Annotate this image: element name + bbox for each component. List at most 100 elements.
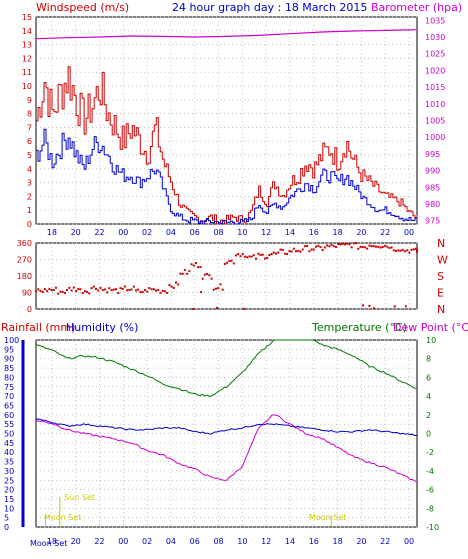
direction-point — [243, 307, 245, 310]
direction-point — [310, 248, 313, 251]
wind-y-tick: 9 — [27, 96, 32, 105]
direction-point — [199, 266, 202, 268]
direction-point — [195, 262, 197, 265]
direction-point — [379, 246, 382, 249]
sun-set-annotation: Sun Set — [64, 493, 95, 502]
humidity-y-tick: 70 — [4, 392, 14, 401]
temperature-trace — [35, 339, 418, 398]
direction-point — [130, 288, 133, 291]
direction-point — [235, 254, 237, 257]
temperature-x-tick: 14 — [285, 537, 295, 546]
wind-x-tick: 00 — [404, 228, 414, 237]
wind-y-tick: 15 — [22, 13, 32, 22]
wind-y-tick: 3 — [27, 179, 32, 188]
wind-y-tick: 2 — [27, 192, 32, 201]
direction-point — [410, 248, 413, 251]
direction-point — [303, 245, 306, 248]
temperature-x-tick: 06 — [190, 537, 200, 546]
direction-point — [299, 250, 302, 253]
wind-x-tick: 20 — [71, 228, 81, 237]
wind-y-tick: 7 — [27, 123, 32, 132]
direction-point — [132, 285, 135, 288]
temperature-x-tick: 18 — [333, 537, 343, 546]
direction-point — [397, 249, 400, 252]
direction-point — [412, 248, 415, 251]
direction-point — [79, 288, 82, 291]
baro-y-tick: 1035 — [425, 16, 445, 25]
temperature-x-tick: 00 — [404, 537, 414, 546]
direction-point — [341, 242, 344, 245]
chart-title: 24 hour graph day : 18 March 2015 — [172, 1, 367, 14]
temperature-x-tick: 04 — [166, 537, 176, 546]
direction-point — [230, 259, 233, 262]
direction-point — [395, 249, 397, 252]
direction-point — [63, 292, 66, 295]
direction-point — [319, 246, 322, 249]
direction-point — [126, 289, 129, 292]
direction-point — [261, 253, 264, 256]
direction-point — [383, 244, 386, 247]
direction-point — [252, 254, 255, 257]
direction-plot-frame — [35, 242, 418, 310]
direction-point — [48, 288, 51, 291]
direction-point — [362, 304, 364, 307]
direction-point — [88, 292, 91, 295]
direction-point — [75, 290, 77, 292]
temperature-y-tick: -4 — [426, 467, 434, 476]
wind-x-tick: 18 — [47, 228, 57, 237]
direction-point — [297, 249, 300, 252]
baro-y-tick: 995 — [425, 150, 440, 159]
temperature-y-tick: -8 — [426, 504, 434, 513]
direction-point — [61, 291, 64, 293]
direction-point — [83, 290, 86, 293]
humidity-y-tick: 45 — [4, 439, 14, 448]
direction-point — [226, 261, 229, 264]
direction-point — [237, 253, 240, 256]
direction-point — [286, 253, 289, 255]
wind-y-tick: 4 — [27, 165, 32, 174]
direction-point — [128, 288, 131, 291]
direction-point — [219, 283, 222, 286]
windspeed-label: Windspeed (m/s) — [36, 1, 129, 14]
direction-point — [363, 246, 366, 249]
direction-point — [183, 268, 186, 271]
baro-y-tick: 1020 — [425, 66, 445, 75]
direction-point — [239, 255, 242, 258]
barometer-label: Barometer (hpa) — [371, 1, 462, 14]
direction-point — [86, 290, 89, 293]
direction-point — [323, 246, 326, 249]
wind-x-tick: 20 — [356, 228, 366, 237]
direction-point — [246, 256, 249, 259]
compass-label: N — [437, 237, 445, 250]
direction-point — [188, 270, 191, 273]
direction-point — [161, 290, 164, 292]
direction-point — [117, 292, 120, 294]
direction-point — [97, 289, 100, 292]
direction-point — [148, 287, 151, 290]
direction-point — [203, 273, 206, 276]
compass-label: W — [437, 254, 448, 267]
direction-point — [179, 272, 182, 275]
direction-point — [99, 286, 102, 289]
direction-point — [37, 288, 40, 291]
direction-point — [159, 291, 162, 294]
direction-point — [337, 243, 340, 245]
direction-point — [137, 288, 140, 291]
direction-panel: 0 N 90 E 180 S 270 W 360 N — [17, 237, 448, 316]
baro-y-tick: 1005 — [425, 117, 445, 126]
wind-x-tick: 14 — [285, 228, 295, 237]
direction-point — [39, 289, 42, 292]
direction-point — [143, 289, 146, 291]
wind-y-tick: 8 — [27, 110, 32, 119]
direction-point — [35, 290, 37, 293]
direction-point — [215, 287, 217, 290]
humidity-y-tick: 30 — [4, 467, 14, 476]
baro-y-tick: 1015 — [425, 83, 445, 92]
baro-y-tick: 1030 — [425, 33, 445, 42]
compass-label: S — [437, 270, 444, 283]
direction-point — [357, 247, 360, 250]
direction-point — [66, 289, 69, 291]
direction-point — [157, 288, 160, 291]
